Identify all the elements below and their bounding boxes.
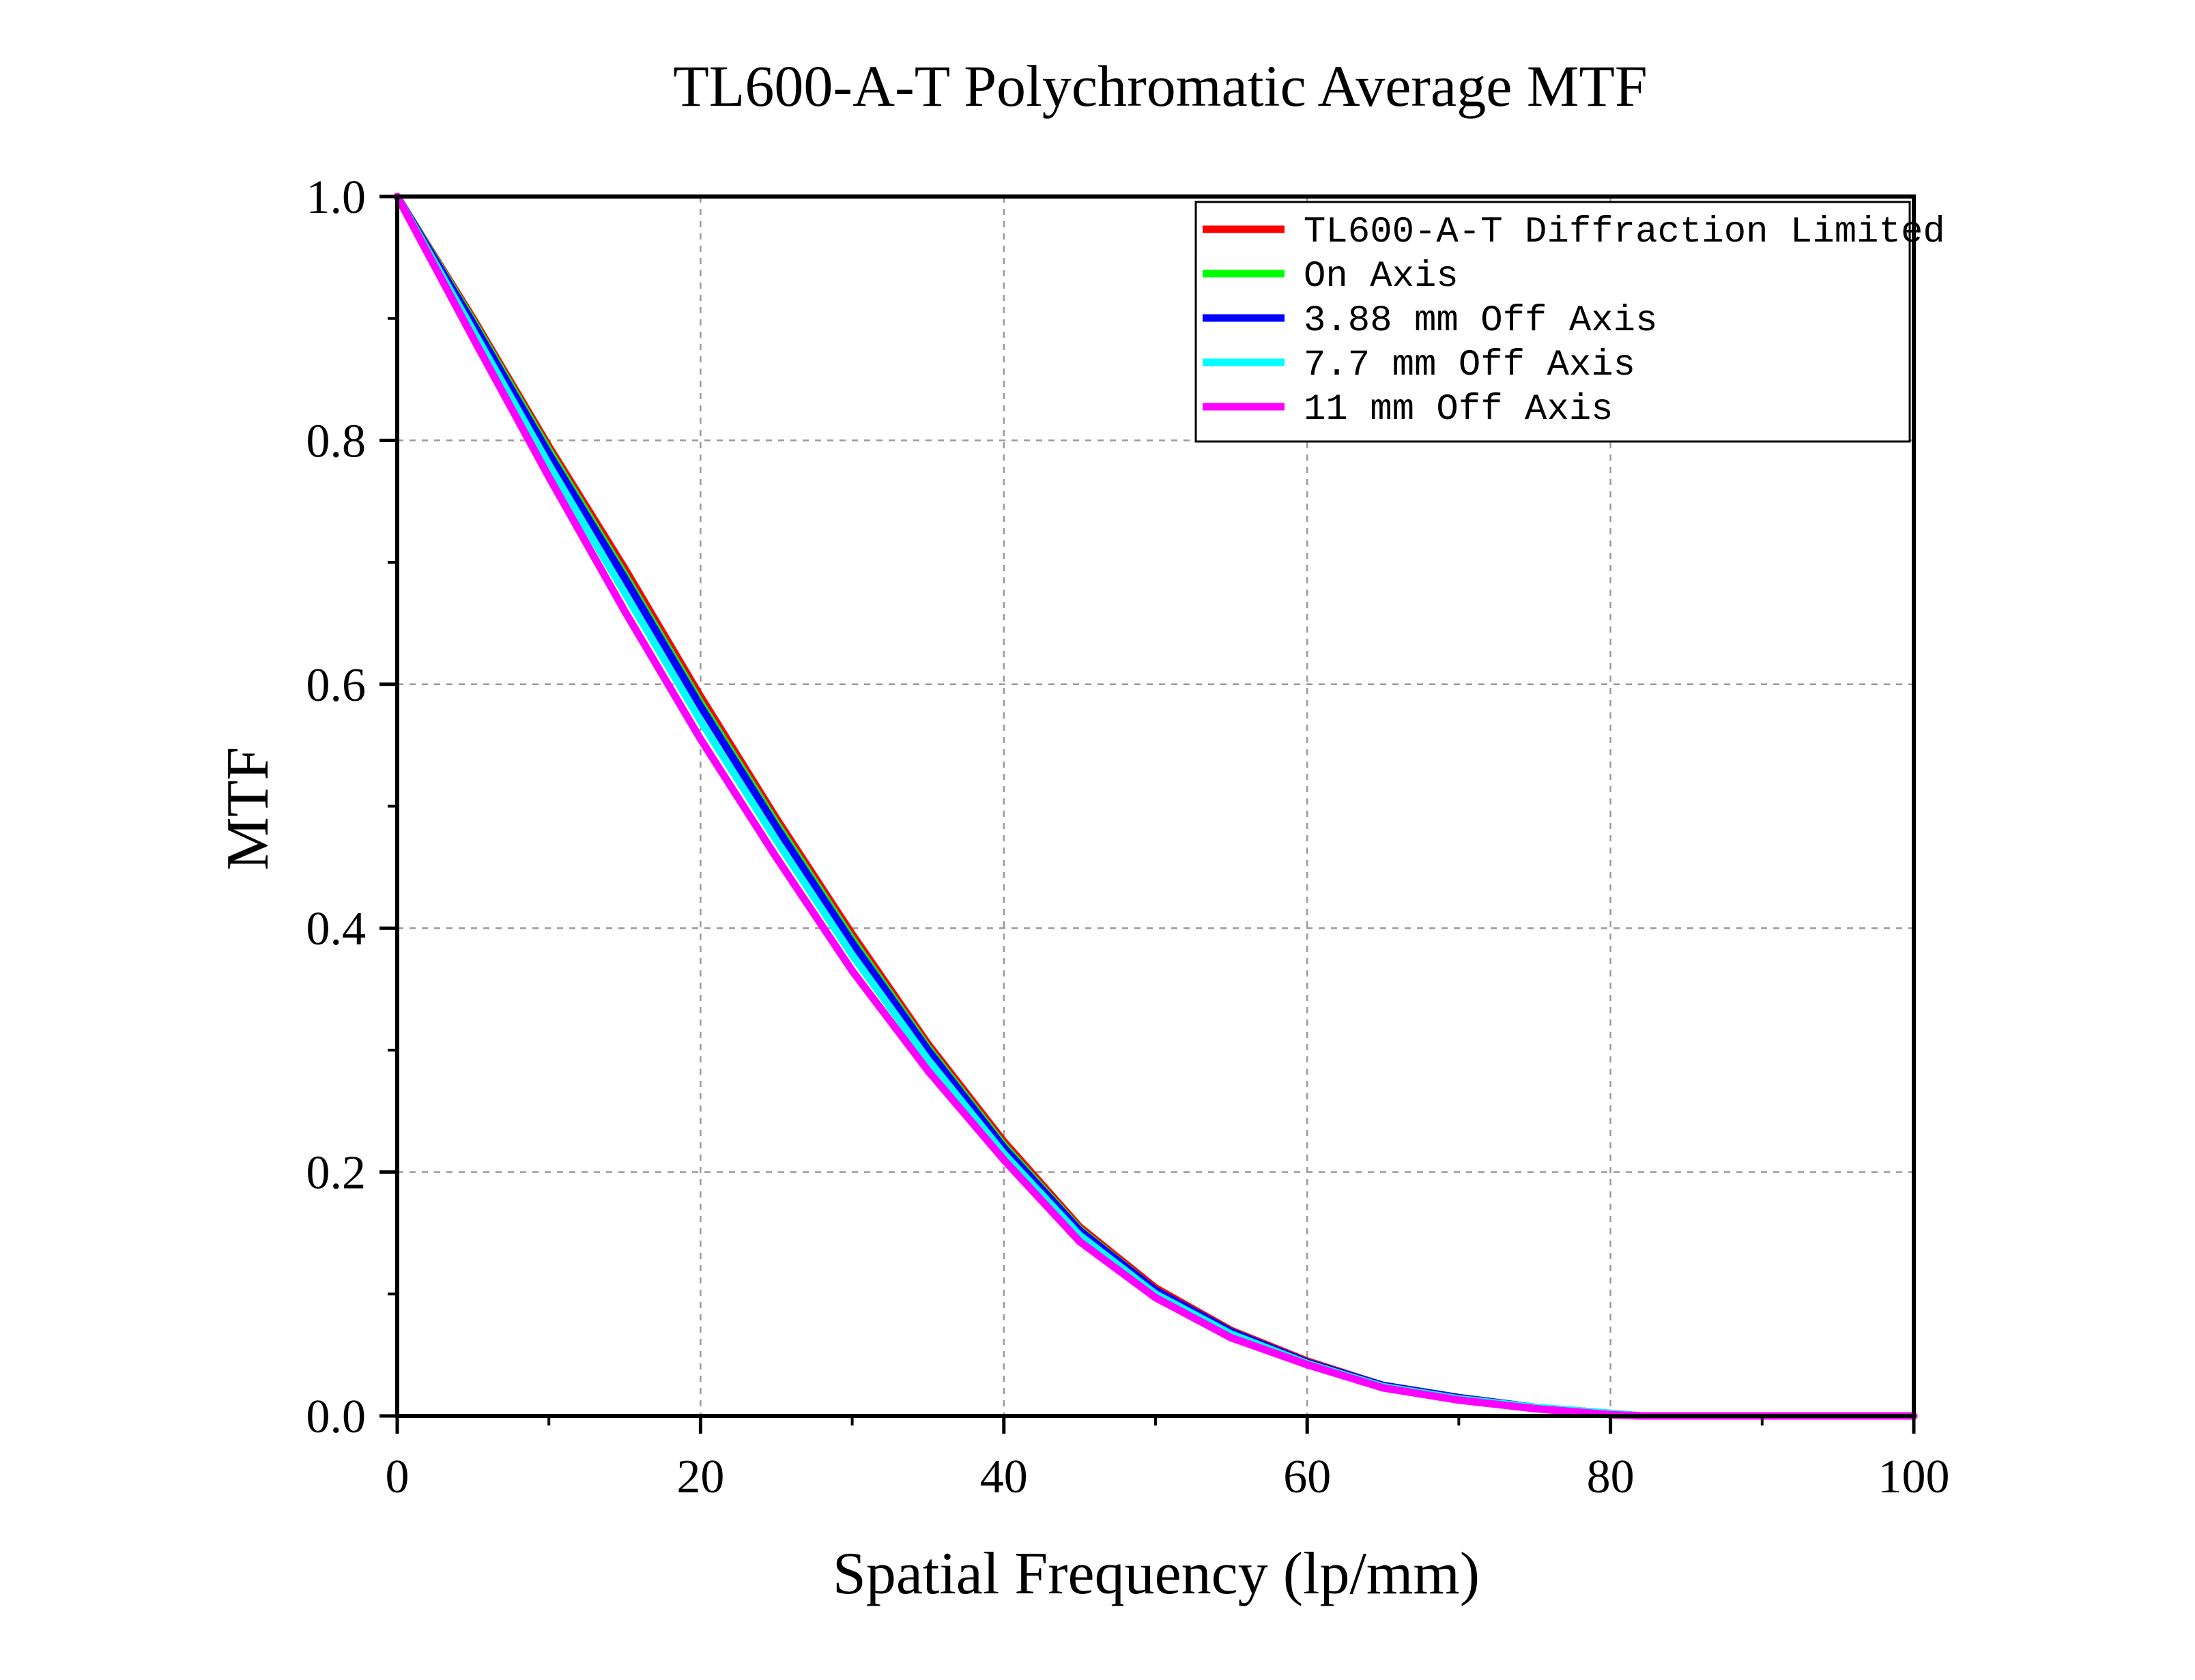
x-tick-label: 60 <box>1283 1451 1331 1503</box>
y-tick-label: 0.2 <box>306 1147 367 1200</box>
y-axis-label: MTF <box>215 747 281 871</box>
x-tick-label: 40 <box>980 1451 1028 1503</box>
x-tick-label: 80 <box>1587 1451 1635 1503</box>
tick-labels: 0 20 40 60 80 100 0.0 0.2 0.4 0.6 0.8 1.0 <box>306 171 1950 1503</box>
x-axis-label: Spatial Frequency (lp/mm) <box>833 1541 1480 1607</box>
x-tick-label: 0 <box>386 1451 410 1503</box>
y-tick-label: 0.0 <box>306 1391 367 1443</box>
legend-label: TL600-A-T Diffraction Limited <box>1304 212 1945 253</box>
y-tick-label: 0.4 <box>306 903 367 955</box>
legend-label: 7.7 mm Off Axis <box>1304 345 1635 386</box>
axes <box>379 194 1916 1434</box>
x-tick-label: 100 <box>1878 1451 1950 1503</box>
legend-label: 11 mm Off Axis <box>1304 389 1613 431</box>
y-tick-label: 0.8 <box>306 415 367 467</box>
y-tick-label: 0.6 <box>306 659 367 712</box>
legend-label: On Axis <box>1304 256 1459 298</box>
x-tick-label: 20 <box>676 1451 724 1503</box>
y-tick-label: 1.0 <box>306 171 367 224</box>
legend-box <box>1194 201 1911 443</box>
legend-label: 3.88 mm Off Axis <box>1304 300 1657 342</box>
chart-title: TL600-A-T Polychromatic Average MTF <box>673 53 1647 119</box>
